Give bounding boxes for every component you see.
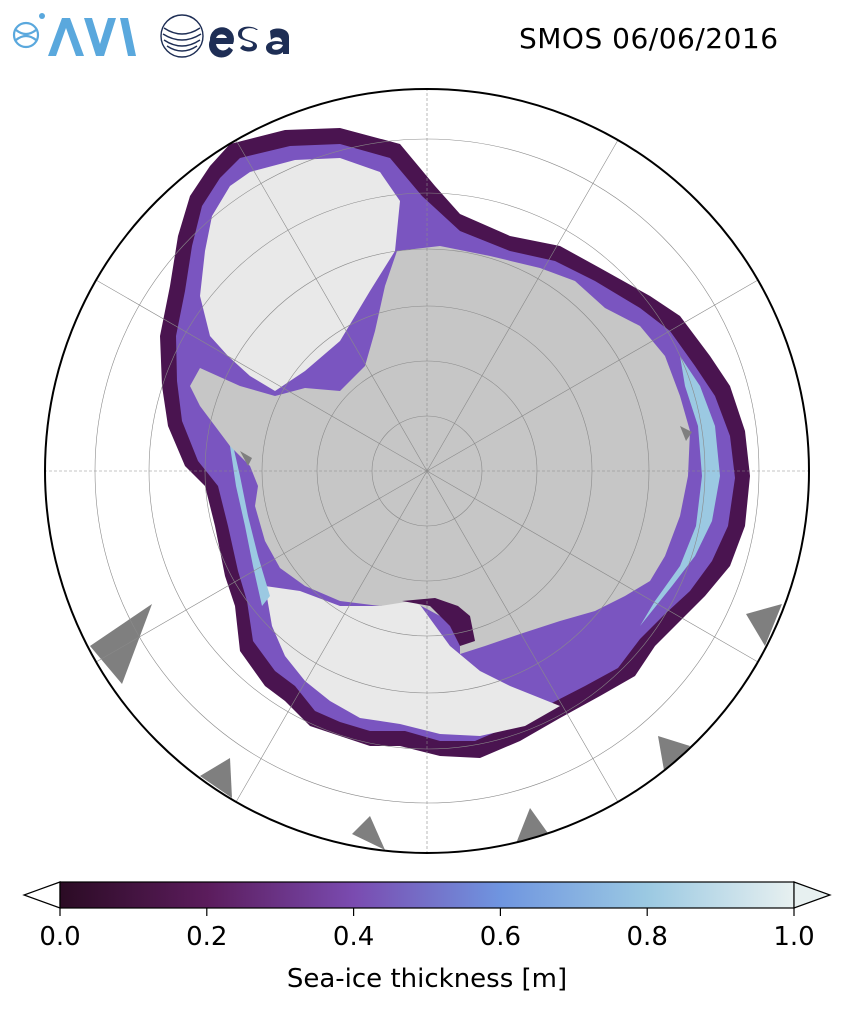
colorbar-tick-label: 0.4	[332, 922, 375, 952]
antarctica-land	[190, 246, 690, 654]
sea-ice-light-blue-west	[215, 416, 270, 606]
sea-ice-thick-region	[200, 158, 400, 391]
esa-logo	[160, 14, 289, 58]
colorbar	[22, 881, 832, 916]
graticule	[45, 89, 809, 853]
sea-ice-light-blue-east	[640, 356, 720, 626]
colorbar-tick-label: 0.6	[479, 922, 522, 952]
colorbar-label: Sea-ice thickness [m]	[286, 964, 568, 994]
map-title: SMOS 06/06/2016	[519, 22, 779, 55]
map-boundary	[44, 88, 810, 854]
colorbar-extend-high	[793, 881, 832, 909]
awi-logo	[12, 13, 136, 56]
colorbar-tick-label: 1.0	[773, 922, 815, 952]
antarctic-sea-ice-map	[44, 88, 810, 854]
colorbar-tick-label: 0.2	[186, 922, 228, 952]
ross-sea-inlet	[402, 598, 475, 646]
colorbar-tick-label: 0.0	[39, 922, 81, 952]
colorbar-tick-label: 0.8	[626, 922, 668, 952]
colorbar-gradient	[59, 881, 795, 909]
colorbar-extend-low	[22, 881, 61, 909]
